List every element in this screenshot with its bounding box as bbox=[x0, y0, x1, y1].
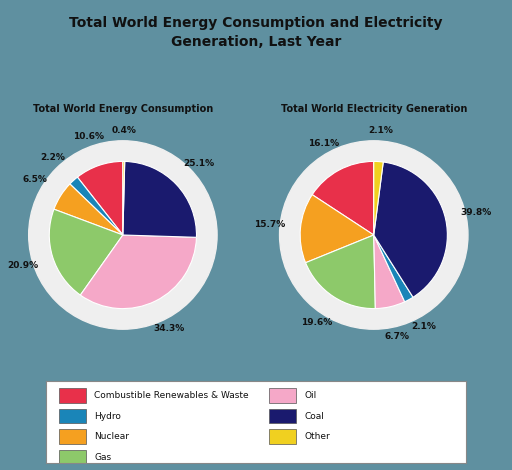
Text: Nuclear: Nuclear bbox=[94, 432, 130, 441]
Text: Oil: Oil bbox=[304, 391, 316, 400]
Wedge shape bbox=[312, 161, 374, 235]
Wedge shape bbox=[306, 235, 375, 309]
Bar bbox=[59, 409, 86, 423]
Title: Total World Electricity Generation: Total World Electricity Generation bbox=[281, 104, 467, 114]
Bar bbox=[59, 388, 86, 403]
Wedge shape bbox=[374, 162, 447, 297]
Wedge shape bbox=[374, 235, 404, 309]
Circle shape bbox=[280, 141, 468, 329]
Bar bbox=[269, 409, 296, 423]
Wedge shape bbox=[123, 161, 125, 235]
Bar bbox=[59, 450, 86, 464]
Text: 15.7%: 15.7% bbox=[254, 220, 285, 229]
Text: Hydro: Hydro bbox=[94, 412, 121, 421]
Bar bbox=[269, 429, 296, 444]
Bar bbox=[269, 388, 296, 403]
Text: 25.1%: 25.1% bbox=[183, 159, 215, 168]
Text: Other: Other bbox=[304, 432, 330, 441]
Text: 19.6%: 19.6% bbox=[301, 318, 332, 327]
Wedge shape bbox=[80, 235, 197, 309]
Text: Combustible Renewables & Waste: Combustible Renewables & Waste bbox=[94, 391, 249, 400]
Wedge shape bbox=[77, 161, 123, 235]
Text: 34.3%: 34.3% bbox=[154, 324, 185, 333]
Text: 16.1%: 16.1% bbox=[309, 139, 339, 148]
Wedge shape bbox=[70, 177, 123, 235]
Wedge shape bbox=[49, 209, 123, 295]
Text: 6.7%: 6.7% bbox=[385, 332, 410, 341]
Text: 0.4%: 0.4% bbox=[112, 126, 137, 135]
Text: 6.5%: 6.5% bbox=[22, 175, 47, 184]
Text: 10.6%: 10.6% bbox=[73, 132, 104, 141]
Wedge shape bbox=[123, 161, 197, 237]
Text: 2.2%: 2.2% bbox=[40, 153, 65, 162]
Bar bbox=[59, 429, 86, 444]
Wedge shape bbox=[54, 184, 123, 235]
Text: 20.9%: 20.9% bbox=[8, 261, 38, 270]
Text: Gas: Gas bbox=[94, 453, 112, 462]
Text: 2.1%: 2.1% bbox=[411, 322, 436, 331]
Text: 2.1%: 2.1% bbox=[368, 126, 393, 135]
Wedge shape bbox=[300, 195, 374, 263]
Wedge shape bbox=[374, 161, 383, 235]
Text: 39.8%: 39.8% bbox=[460, 208, 492, 217]
Circle shape bbox=[29, 141, 217, 329]
Wedge shape bbox=[374, 235, 413, 302]
Text: Total World Energy Consumption and Electricity
Generation, Last Year: Total World Energy Consumption and Elect… bbox=[69, 16, 443, 49]
Title: Total World Energy Consumption: Total World Energy Consumption bbox=[33, 104, 213, 114]
Text: Coal: Coal bbox=[304, 412, 324, 421]
